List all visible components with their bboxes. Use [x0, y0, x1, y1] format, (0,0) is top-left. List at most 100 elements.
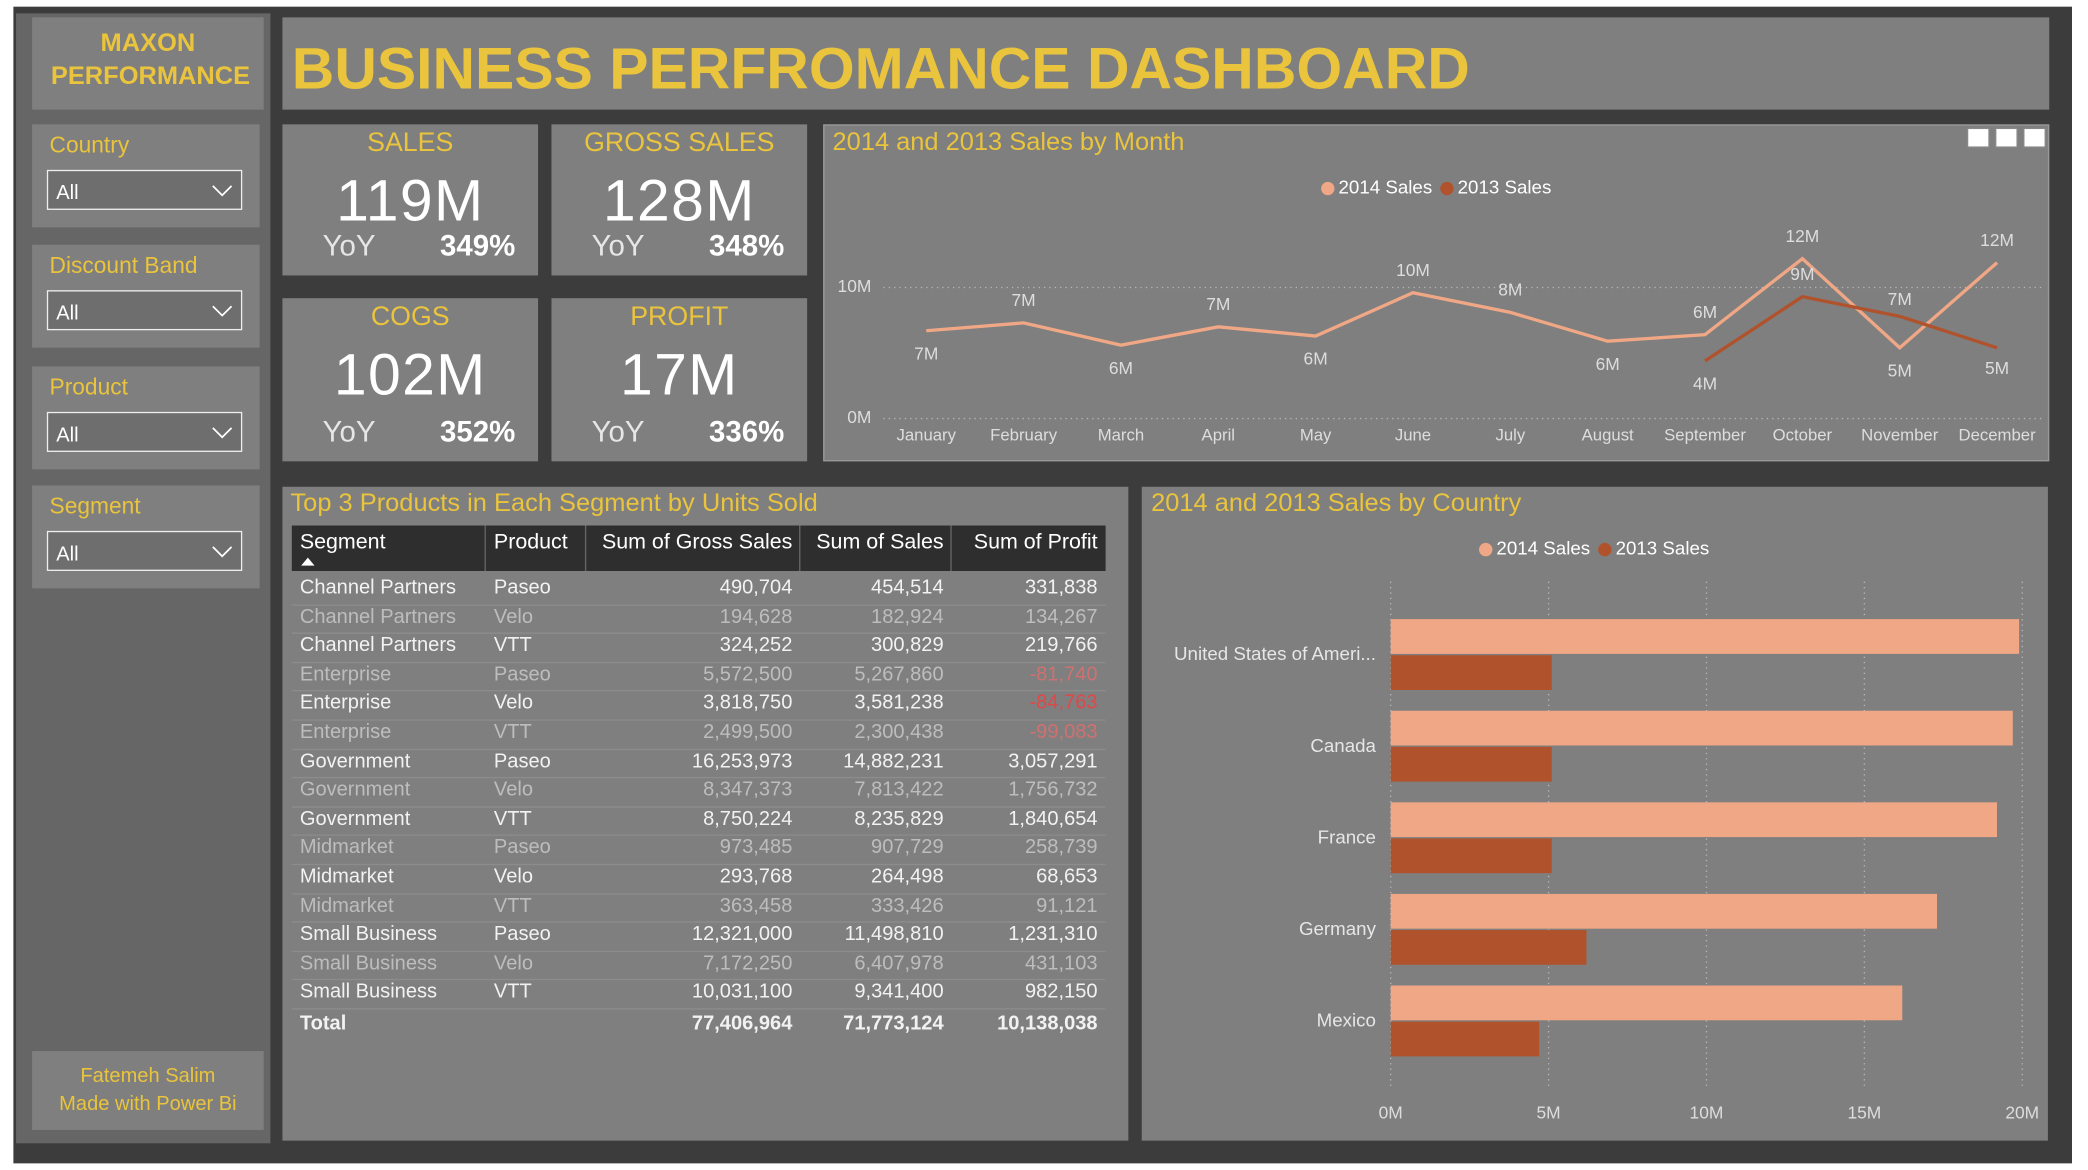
bar	[1390, 619, 2020, 654]
table-cell: Channel Partners	[299, 634, 457, 657]
kpi-yoy: 336%	[709, 414, 785, 448]
kpi-card: COGS 102M YoY 352%	[282, 298, 539, 462]
table-cell: Enterprise	[299, 720, 392, 744]
filter-label: Product	[49, 374, 128, 400]
table-header	[291, 525, 1106, 571]
table-cell: Velo	[493, 951, 533, 975]
x-tick-label: October	[1773, 425, 1833, 444]
table-cell: 134,267	[1024, 605, 1098, 628]
table-cell: 490,704	[719, 576, 793, 600]
x-tick-label: 15M	[1847, 1102, 1881, 1122]
table-cell: -81,740	[1029, 662, 1098, 686]
table-cell: 91,121	[1036, 894, 1098, 917]
x-tick-label: August	[1582, 425, 1634, 444]
row-divider	[291, 979, 1106, 981]
table-cell: VTT	[493, 807, 532, 831]
row-divider	[291, 690, 1106, 692]
table-cell: VTT	[493, 894, 532, 917]
sort-arrow	[301, 557, 315, 566]
table-cell: Midmarket	[299, 894, 394, 917]
kpi-card: PROFIT 17M YoY 336%	[551, 298, 808, 462]
total-cell: 10,138,038	[997, 1012, 1098, 1035]
table-cell: 2,300,438	[854, 720, 944, 744]
filter-icon[interactable]	[1966, 127, 1990, 148]
table-cell: 5,267,860	[854, 662, 944, 686]
chevron	[212, 427, 233, 439]
focus-icon[interactable]	[1995, 127, 2018, 148]
filter-value: All	[56, 423, 79, 447]
table-cell: Paseo	[493, 836, 551, 860]
filter-dropdown[interactable]: All	[46, 411, 243, 452]
table-cell: 194,628	[719, 605, 793, 628]
table-cell: 9,341,400	[854, 980, 944, 1004]
legend-swatch	[1440, 181, 1454, 196]
data-label: 8M	[1498, 280, 1522, 300]
table-cell: 5,572,500	[703, 662, 793, 686]
bar	[1390, 985, 1903, 1021]
column-header[interactable]: Product	[493, 530, 568, 554]
table-cell: 3,057,291	[1008, 749, 1098, 773]
table-cell: Midmarket	[299, 865, 394, 888]
row-divider	[291, 661, 1106, 663]
filter-label: Discount Band	[49, 252, 198, 279]
column-header[interactable]: Segment	[299, 530, 386, 554]
kpi-value: 119M	[336, 168, 485, 235]
table-panel: Top 3 Products in Each Segment by Units …	[282, 486, 1129, 1141]
total-cell: 77,406,964	[691, 1012, 793, 1035]
x-tick-label: 5M	[1537, 1102, 1561, 1122]
table-cell: Enterprise	[299, 691, 392, 715]
kpi-yoy-label: YoY	[322, 414, 376, 448]
table-cell: Velo	[493, 778, 533, 802]
table-cell: Velo	[493, 691, 533, 715]
table-cell: 1,231,310	[1008, 922, 1098, 946]
filter-dropdown[interactable]: All	[46, 169, 243, 210]
row-divider	[291, 1008, 1106, 1010]
row-divider	[291, 603, 1106, 606]
x-tick-label: March	[1098, 425, 1144, 444]
bar	[1390, 893, 1938, 929]
data-label: 7M	[1888, 289, 1912, 309]
kpi-value: 17M	[619, 342, 739, 408]
table-cell: 7,172,250	[703, 951, 793, 975]
table-cell: 11,498,810	[844, 922, 944, 946]
table-cell: 1,756,732	[1008, 778, 1098, 802]
more-icon[interactable]	[2023, 127, 2046, 148]
filter-dropdown[interactable]: All	[46, 290, 243, 331]
table-cell: Enterprise	[299, 662, 392, 686]
data-label: 12M	[1980, 230, 2014, 250]
kpi-yoy-label: YoY	[591, 414, 645, 448]
legend-swatch	[1598, 542, 1612, 557]
chart-title: 2014 and 2013 Sales by Month	[833, 128, 1185, 156]
table-cell: 7,813,422	[854, 778, 944, 802]
column-header[interactable]: Sum of Profit	[973, 530, 1098, 554]
row-divider	[291, 777, 1106, 779]
data-label: 5M	[1888, 360, 1912, 380]
row-divider	[291, 806, 1106, 808]
table-cell: VTT	[493, 634, 532, 657]
chevron	[212, 305, 233, 317]
table-cell: Paseo	[493, 662, 551, 686]
table-cell: 333,426	[871, 894, 944, 917]
kpi-title: PROFIT	[630, 302, 729, 332]
row-divider	[291, 892, 1106, 895]
table-cell: 3,818,750	[703, 691, 793, 715]
x-tick-label: June	[1395, 425, 1431, 444]
table-cell: 68,653	[1036, 865, 1098, 888]
filter-dropdown[interactable]: All	[46, 530, 243, 571]
data-label: 4M	[1693, 374, 1717, 394]
table-cell: 8,235,829	[854, 807, 944, 831]
column-header[interactable]: Sum of Gross Sales	[601, 530, 793, 554]
table-cell: Government	[299, 749, 411, 773]
column-header[interactable]: Sum of Sales	[816, 530, 944, 554]
header: BUSINESS PERFROMANCE DASHBOARD	[282, 17, 2050, 110]
column-divider	[584, 525, 587, 571]
table-cell: 363,458	[719, 894, 793, 917]
filter-label: Segment	[49, 493, 141, 519]
table-cell: 331,838	[1024, 576, 1098, 600]
footer: Fatemeh Salim Made with Power Bi	[32, 1051, 264, 1130]
table-cell: 6,407,978	[854, 951, 944, 975]
y-tick-label: 10M	[838, 276, 872, 296]
x-tick-label: September	[1664, 425, 1746, 444]
row-divider	[291, 719, 1106, 721]
